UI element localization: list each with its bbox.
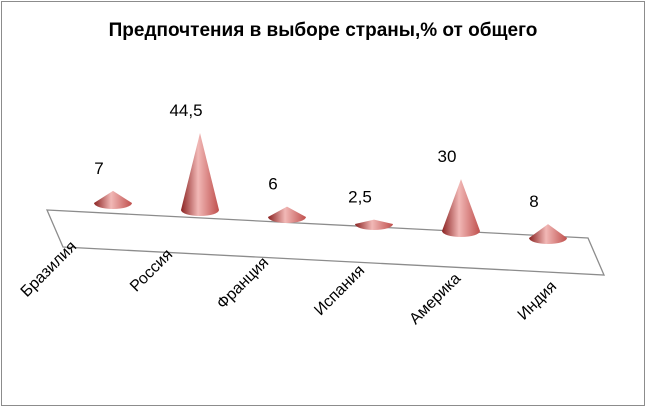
data-label: 8 (529, 192, 538, 211)
data-label: 30 (438, 147, 457, 166)
cone-body (355, 219, 393, 230)
category-label: Бразилия (18, 238, 80, 300)
chart-title: Предпочтения в выборе страны,% от общего (108, 20, 538, 41)
data-label: 7 (94, 159, 103, 178)
cone-3 (268, 206, 306, 223)
category-label: Индия (515, 278, 560, 323)
floor-plane (45, 209, 606, 276)
data-label: 44,5 (169, 101, 202, 120)
cone-body (94, 190, 132, 209)
cone-body (529, 224, 567, 244)
cone-2 (181, 133, 219, 216)
cone-5 (442, 179, 480, 237)
cone-body (268, 206, 306, 223)
data-label: 6 (268, 175, 277, 194)
data-label: 2,5 (348, 188, 372, 207)
cone-6 (529, 224, 567, 244)
cone-1 (94, 190, 132, 209)
category-label: Америка (406, 270, 464, 328)
cone-body (442, 179, 480, 237)
cone-4 (355, 219, 393, 230)
category-label: Испания (311, 262, 368, 319)
cone-body (181, 133, 219, 216)
category-label: Франция (214, 254, 272, 312)
category-label: Россия (127, 246, 176, 295)
